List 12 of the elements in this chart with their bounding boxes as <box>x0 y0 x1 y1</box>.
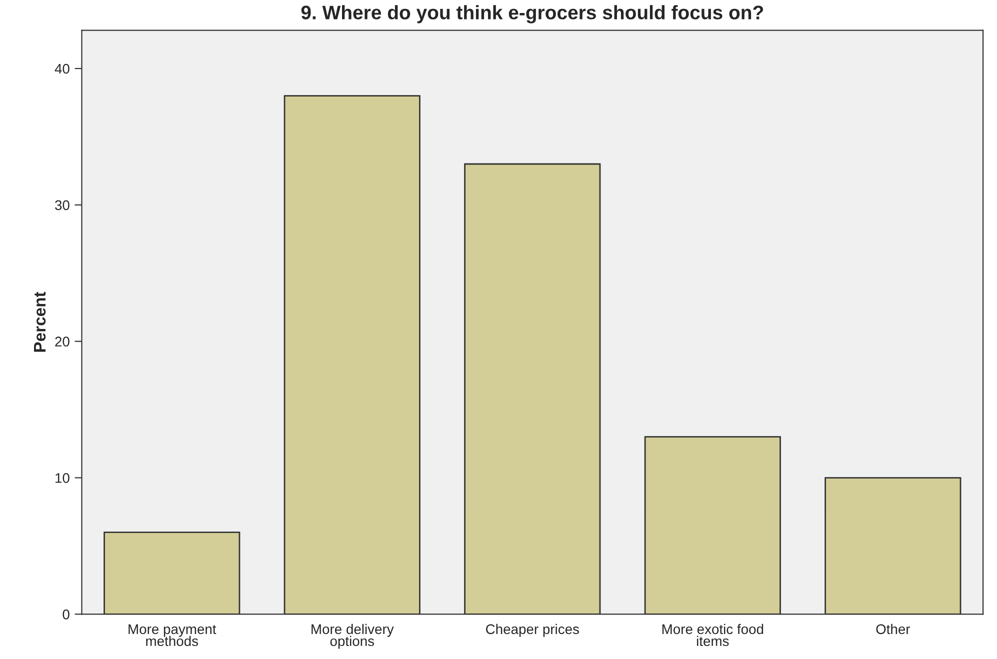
y-tick-label: 20 <box>55 336 70 347</box>
x-tick-label: More delivery options <box>312 624 394 649</box>
chart-title: 9. Where do you think e-grocers should focus on? <box>301 5 764 24</box>
y-tick-label: 10 <box>56 473 70 483</box>
y-tick-label: 40 <box>54 64 70 74</box>
x-tick-label: More payment methods <box>128 624 216 646</box>
y-axis-title: Percent <box>34 292 46 352</box>
x-tick-label: Cheaper prices <box>486 624 579 637</box>
x-tick-label: Other <box>876 624 910 634</box>
x-tick-label: More exotic food items <box>662 624 764 646</box>
y-tick-label: 0 <box>62 610 70 620</box>
y-tick-label: 30 <box>55 200 70 210</box>
